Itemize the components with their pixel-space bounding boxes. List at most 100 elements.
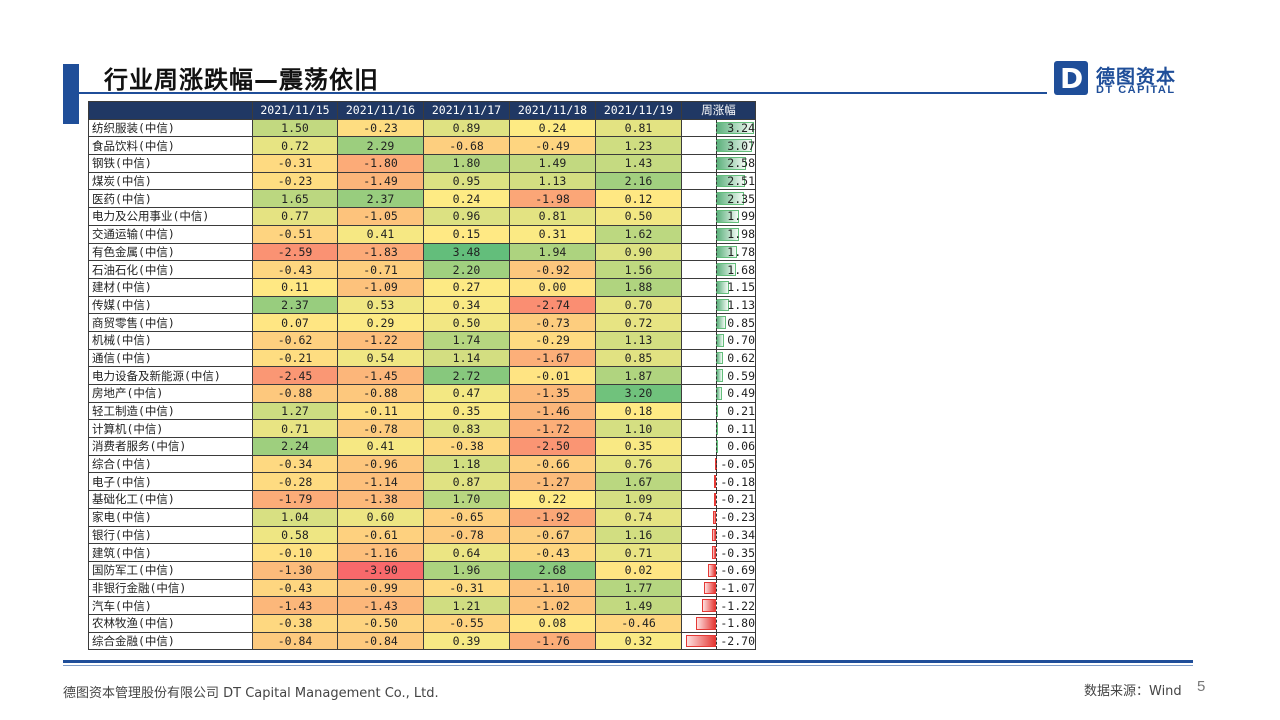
industry-name: 银行(中信) (88, 525, 253, 545)
daily-change-cell: -0.65 (423, 507, 510, 527)
databar-axis (716, 119, 717, 137)
table-row: 建筑(中信) -0.10 -1.16 0.64 -0.43 0.71 -0.35 (88, 543, 756, 562)
databar-axis (716, 172, 717, 190)
daily-change-cell: -0.43 (252, 260, 338, 279)
weekly-change-databar (708, 563, 716, 577)
weekly-change-value: 0.21 (727, 404, 755, 419)
table-row: 非银行金融(中信) -0.43 -0.99 -0.31 -1.10 1.77 -1.07 (88, 578, 756, 598)
weekly-change-cell: -0.18 (681, 472, 756, 492)
daily-change-cell: 1.21 (423, 596, 510, 615)
industry-name: 通信(中信) (88, 348, 253, 368)
header-date: 2021/11/19 (595, 101, 682, 120)
databar-axis (716, 632, 717, 650)
daily-change-cell: 1.16 (595, 525, 682, 545)
daily-change-cell: 0.27 (423, 277, 510, 297)
weekly-change-cell: 0.59 (681, 366, 756, 385)
daily-change-cell: 2.68 (509, 560, 596, 580)
daily-change-cell: 0.72 (252, 136, 338, 156)
daily-change-cell: 0.81 (595, 118, 682, 138)
weekly-change-cell: 2.51 (681, 171, 756, 191)
daily-change-cell: -1.05 (337, 207, 424, 226)
daily-change-cell: 0.07 (252, 313, 338, 332)
databar-axis (716, 261, 717, 278)
databar-axis (716, 296, 717, 314)
weekly-change-value: 1.13 (727, 297, 755, 312)
daily-change-cell: 0.71 (595, 543, 682, 562)
table-row: 交通运输(中信) -0.51 0.41 0.15 0.31 1.62 1.98 (88, 224, 756, 244)
daily-change-cell: -0.78 (423, 525, 510, 545)
weekly-change-value: 0.11 (727, 421, 755, 436)
industry-name: 石油石化(中信) (88, 260, 253, 279)
weekly-change-value: 0.85 (727, 315, 755, 330)
daily-change-cell: -0.88 (252, 384, 338, 403)
weekly-change-cell: -0.23 (681, 507, 756, 527)
weekly-change-value: 0.62 (727, 350, 755, 365)
daily-change-cell: -2.50 (509, 437, 596, 456)
daily-change-cell: 0.58 (252, 525, 338, 545)
daily-change-cell: 0.76 (595, 454, 682, 474)
daily-change-cell: -1.67 (509, 348, 596, 368)
industry-name: 医药(中信) (88, 189, 253, 209)
daily-change-cell: -1.09 (337, 277, 424, 297)
header-date: 2021/11/18 (509, 101, 596, 120)
industry-name: 机械(中信) (88, 330, 253, 350)
daily-change-cell: 0.72 (595, 313, 682, 332)
footer-company: 德图资本管理股份有限公司 DT Capital Management Co., … (63, 686, 439, 701)
databar-axis (716, 402, 717, 420)
daily-change-cell: -0.31 (252, 154, 338, 173)
industry-name: 轻工制造(中信) (88, 401, 253, 421)
weekly-change-value: 1.98 (727, 227, 755, 242)
daily-change-cell: -0.10 (252, 543, 338, 562)
title-underline (79, 92, 1047, 94)
daily-change-cell: 0.00 (509, 277, 596, 297)
table-row: 医药(中信) 1.65 2.37 0.24 -1.98 0.12 2.35 (88, 189, 756, 209)
table-row: 传媒(中信) 2.37 0.53 0.34 -2.74 0.70 1.13 (88, 295, 756, 315)
daily-change-cell: 0.11 (252, 277, 338, 297)
databar-axis (716, 544, 717, 561)
weekly-change-value: -1.80 (720, 616, 755, 631)
daily-change-cell: 0.77 (252, 207, 338, 226)
databar-axis (716, 420, 717, 438)
databar-axis (716, 385, 717, 402)
weekly-change-cell: -0.34 (681, 525, 756, 545)
weekly-change-value: 3.07 (727, 138, 755, 153)
databar-axis (716, 561, 717, 579)
weekly-change-value: -0.23 (720, 510, 755, 525)
industry-name: 钢铁(中信) (88, 154, 253, 173)
databar-axis (716, 314, 717, 331)
daily-change-cell: -1.43 (337, 596, 424, 615)
weekly-change-value: -2.70 (720, 633, 755, 648)
daily-change-cell: -1.10 (509, 578, 596, 598)
daily-change-cell: -0.61 (337, 525, 424, 545)
daily-change-cell: 0.96 (423, 207, 510, 226)
industry-name: 食品饮料(中信) (88, 136, 253, 156)
databar-axis (716, 597, 717, 614)
weekly-change-databar (716, 316, 726, 329)
daily-change-cell: 0.31 (509, 224, 596, 244)
table-row: 电力设备及新能源(中信) -2.45 -1.45 2.72 -0.01 1.87 0.59 (88, 366, 756, 385)
daily-change-cell: 1.88 (595, 277, 682, 297)
table-row: 通信(中信) -0.21 0.54 1.14 -1.67 0.85 0.62 (88, 348, 756, 368)
databar-axis (716, 367, 717, 384)
daily-change-cell: -0.66 (509, 454, 596, 474)
table-row: 有色金属(中信) -2.59 -1.83 3.48 1.94 0.90 1.78 (88, 242, 756, 262)
weekly-change-value: 1.78 (727, 244, 755, 259)
industry-name: 综合金融(中信) (88, 631, 253, 651)
weekly-change-value: -1.22 (720, 598, 755, 613)
daily-change-cell: 1.14 (423, 348, 510, 368)
industry-name: 综合(中信) (88, 454, 253, 474)
daily-change-cell: 1.94 (509, 242, 596, 262)
daily-change-cell: 1.09 (595, 490, 682, 509)
table-row: 煤炭(中信) -0.23 -1.49 0.95 1.13 2.16 2.51 (88, 171, 756, 191)
weekly-change-cell: 1.99 (681, 207, 756, 226)
weekly-change-cell: 0.85 (681, 313, 756, 332)
daily-change-cell: -0.55 (423, 613, 510, 633)
databar-axis (716, 155, 717, 172)
daily-change-cell: -1.76 (509, 631, 596, 651)
daily-change-cell: 2.37 (337, 189, 424, 209)
daily-change-cell: 0.50 (595, 207, 682, 226)
daily-change-cell: -1.92 (509, 507, 596, 527)
weekly-change-value: 0.49 (727, 386, 755, 401)
weekly-change-value: 1.68 (727, 262, 755, 277)
industry-name: 交通运输(中信) (88, 224, 253, 244)
